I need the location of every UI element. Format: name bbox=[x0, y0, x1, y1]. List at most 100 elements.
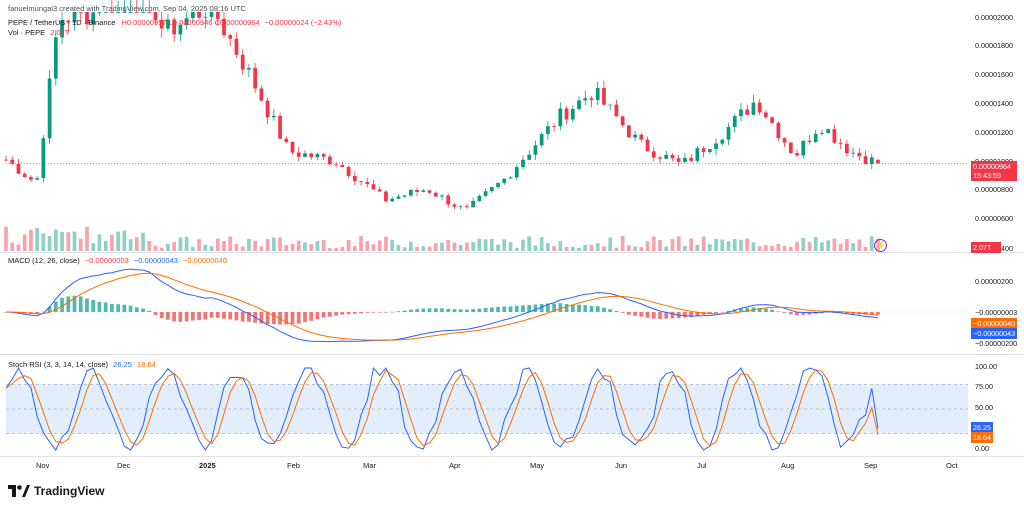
candle-body bbox=[863, 156, 868, 165]
volume-bar bbox=[377, 240, 382, 251]
lightning-icon[interactable]: ⚡ bbox=[874, 239, 887, 252]
candle-body bbox=[714, 143, 718, 149]
volume-bar bbox=[483, 239, 488, 251]
volume-bar bbox=[770, 245, 774, 251]
candle-body bbox=[78, 12, 83, 13]
volume-bar bbox=[228, 236, 233, 251]
stoch-label[interactable]: Stoch RSI (3, 3, 14, 14, close) bbox=[8, 360, 109, 369]
macd-histogram-bar bbox=[514, 305, 519, 312]
volume-bar bbox=[22, 234, 27, 251]
candle-body bbox=[228, 35, 233, 39]
pane-divider[interactable] bbox=[0, 252, 1024, 253]
volume-bar bbox=[72, 231, 77, 251]
macd-histogram-bar bbox=[290, 312, 295, 325]
time-axis-label: Aug bbox=[781, 461, 795, 470]
macd-histogram-bar bbox=[533, 304, 538, 312]
symbol-title[interactable]: PEPE / TetherUS · 1D · Binance bbox=[8, 18, 116, 27]
volume-bar bbox=[720, 239, 725, 251]
candle-body bbox=[608, 104, 613, 106]
volume-bar bbox=[103, 240, 108, 251]
macd-histogram-bar bbox=[72, 295, 77, 312]
time-axis-label: Nov bbox=[36, 461, 50, 470]
macd-histogram-bar bbox=[770, 309, 774, 312]
candle-body bbox=[813, 133, 818, 143]
candle-body bbox=[639, 134, 644, 140]
candle-body bbox=[527, 154, 532, 160]
macd-histogram-bar bbox=[595, 306, 600, 312]
candle-body bbox=[427, 190, 432, 193]
candle-body bbox=[496, 182, 500, 188]
volume-bar bbox=[384, 236, 388, 251]
volume-bar bbox=[141, 232, 145, 251]
ohlc-values: H0.00000997 L0.00000946 C0.00000964 bbox=[121, 18, 260, 27]
price-scale-label: 0.00001600 bbox=[975, 70, 1013, 79]
volume-bar bbox=[533, 245, 538, 251]
macd-histogram-bar bbox=[465, 309, 469, 312]
price-scale-label: 0.00000600 bbox=[975, 214, 1013, 223]
candle-body bbox=[66, 20, 71, 23]
tradingview-logo[interactable]: TradingView bbox=[8, 484, 104, 498]
volume-bar bbox=[795, 241, 799, 251]
volume-bar bbox=[446, 239, 451, 251]
volume-bar bbox=[764, 245, 768, 251]
candle-body bbox=[595, 87, 600, 101]
volume-bar bbox=[315, 241, 320, 251]
candle-body bbox=[421, 190, 426, 192]
macd-histogram-bar bbox=[122, 304, 127, 312]
macd-histogram-bar bbox=[259, 312, 264, 324]
volume-bar bbox=[651, 236, 656, 251]
volume-bar bbox=[66, 232, 71, 251]
macd-scale-label: −0.00000200 bbox=[975, 339, 1018, 348]
volume-bar bbox=[278, 237, 282, 251]
volume-bar bbox=[832, 238, 837, 251]
volume-bar bbox=[589, 245, 594, 251]
volume-bar bbox=[85, 226, 89, 251]
candle-body bbox=[764, 112, 768, 118]
macd-histogram-bar bbox=[334, 312, 338, 316]
price-scale-label: 0.00002000 bbox=[975, 13, 1013, 22]
macd-histogram-bar bbox=[359, 312, 363, 314]
volume-bar bbox=[689, 238, 694, 251]
candle-body bbox=[178, 25, 183, 35]
candle-body bbox=[614, 104, 619, 117]
macd-hist-value: −0.00000003 bbox=[84, 256, 129, 265]
candle-body bbox=[770, 117, 774, 123]
macd-label[interactable]: MACD (12, 26, close) bbox=[8, 256, 80, 265]
candle-body bbox=[645, 139, 650, 152]
macd-histogram-bar bbox=[321, 312, 326, 318]
macd-histogram-bar bbox=[402, 310, 407, 312]
volume-bar bbox=[614, 247, 619, 251]
candle-body bbox=[172, 19, 177, 35]
volume-label[interactable]: Vol · PEPE bbox=[8, 28, 46, 37]
macd-histogram-bar bbox=[844, 312, 849, 314]
macd-histogram-bar bbox=[97, 301, 102, 312]
candle-body bbox=[408, 189, 413, 196]
macd-histogram-bar bbox=[371, 312, 376, 313]
macd-histogram-bar bbox=[583, 305, 588, 312]
stoch-k-line bbox=[5, 366, 879, 451]
volume-bar bbox=[440, 242, 444, 251]
candle-body bbox=[41, 138, 46, 179]
macd-histogram-bar bbox=[795, 312, 799, 316]
volume-bar bbox=[514, 247, 519, 251]
candle-body bbox=[776, 122, 781, 139]
candle-body bbox=[315, 154, 320, 158]
candle-body bbox=[253, 67, 258, 89]
volume-bar bbox=[645, 241, 650, 251]
macd-histogram-bar bbox=[695, 312, 700, 316]
candle-body bbox=[415, 189, 419, 192]
pane-divider[interactable] bbox=[0, 354, 1024, 355]
macd-histogram-bar bbox=[303, 312, 307, 323]
candle-body bbox=[570, 108, 575, 120]
volume-bar bbox=[807, 241, 812, 251]
macd-histogram-bar bbox=[651, 312, 656, 319]
volume-bar bbox=[583, 245, 588, 251]
macd-histogram-bar bbox=[271, 312, 276, 325]
candle-body bbox=[446, 195, 451, 205]
volume-bar bbox=[558, 240, 563, 251]
volume-bar bbox=[29, 229, 33, 251]
macd-histogram-bar bbox=[546, 303, 550, 312]
volume-bar bbox=[178, 237, 183, 251]
macd-histogram-bar bbox=[178, 312, 183, 322]
